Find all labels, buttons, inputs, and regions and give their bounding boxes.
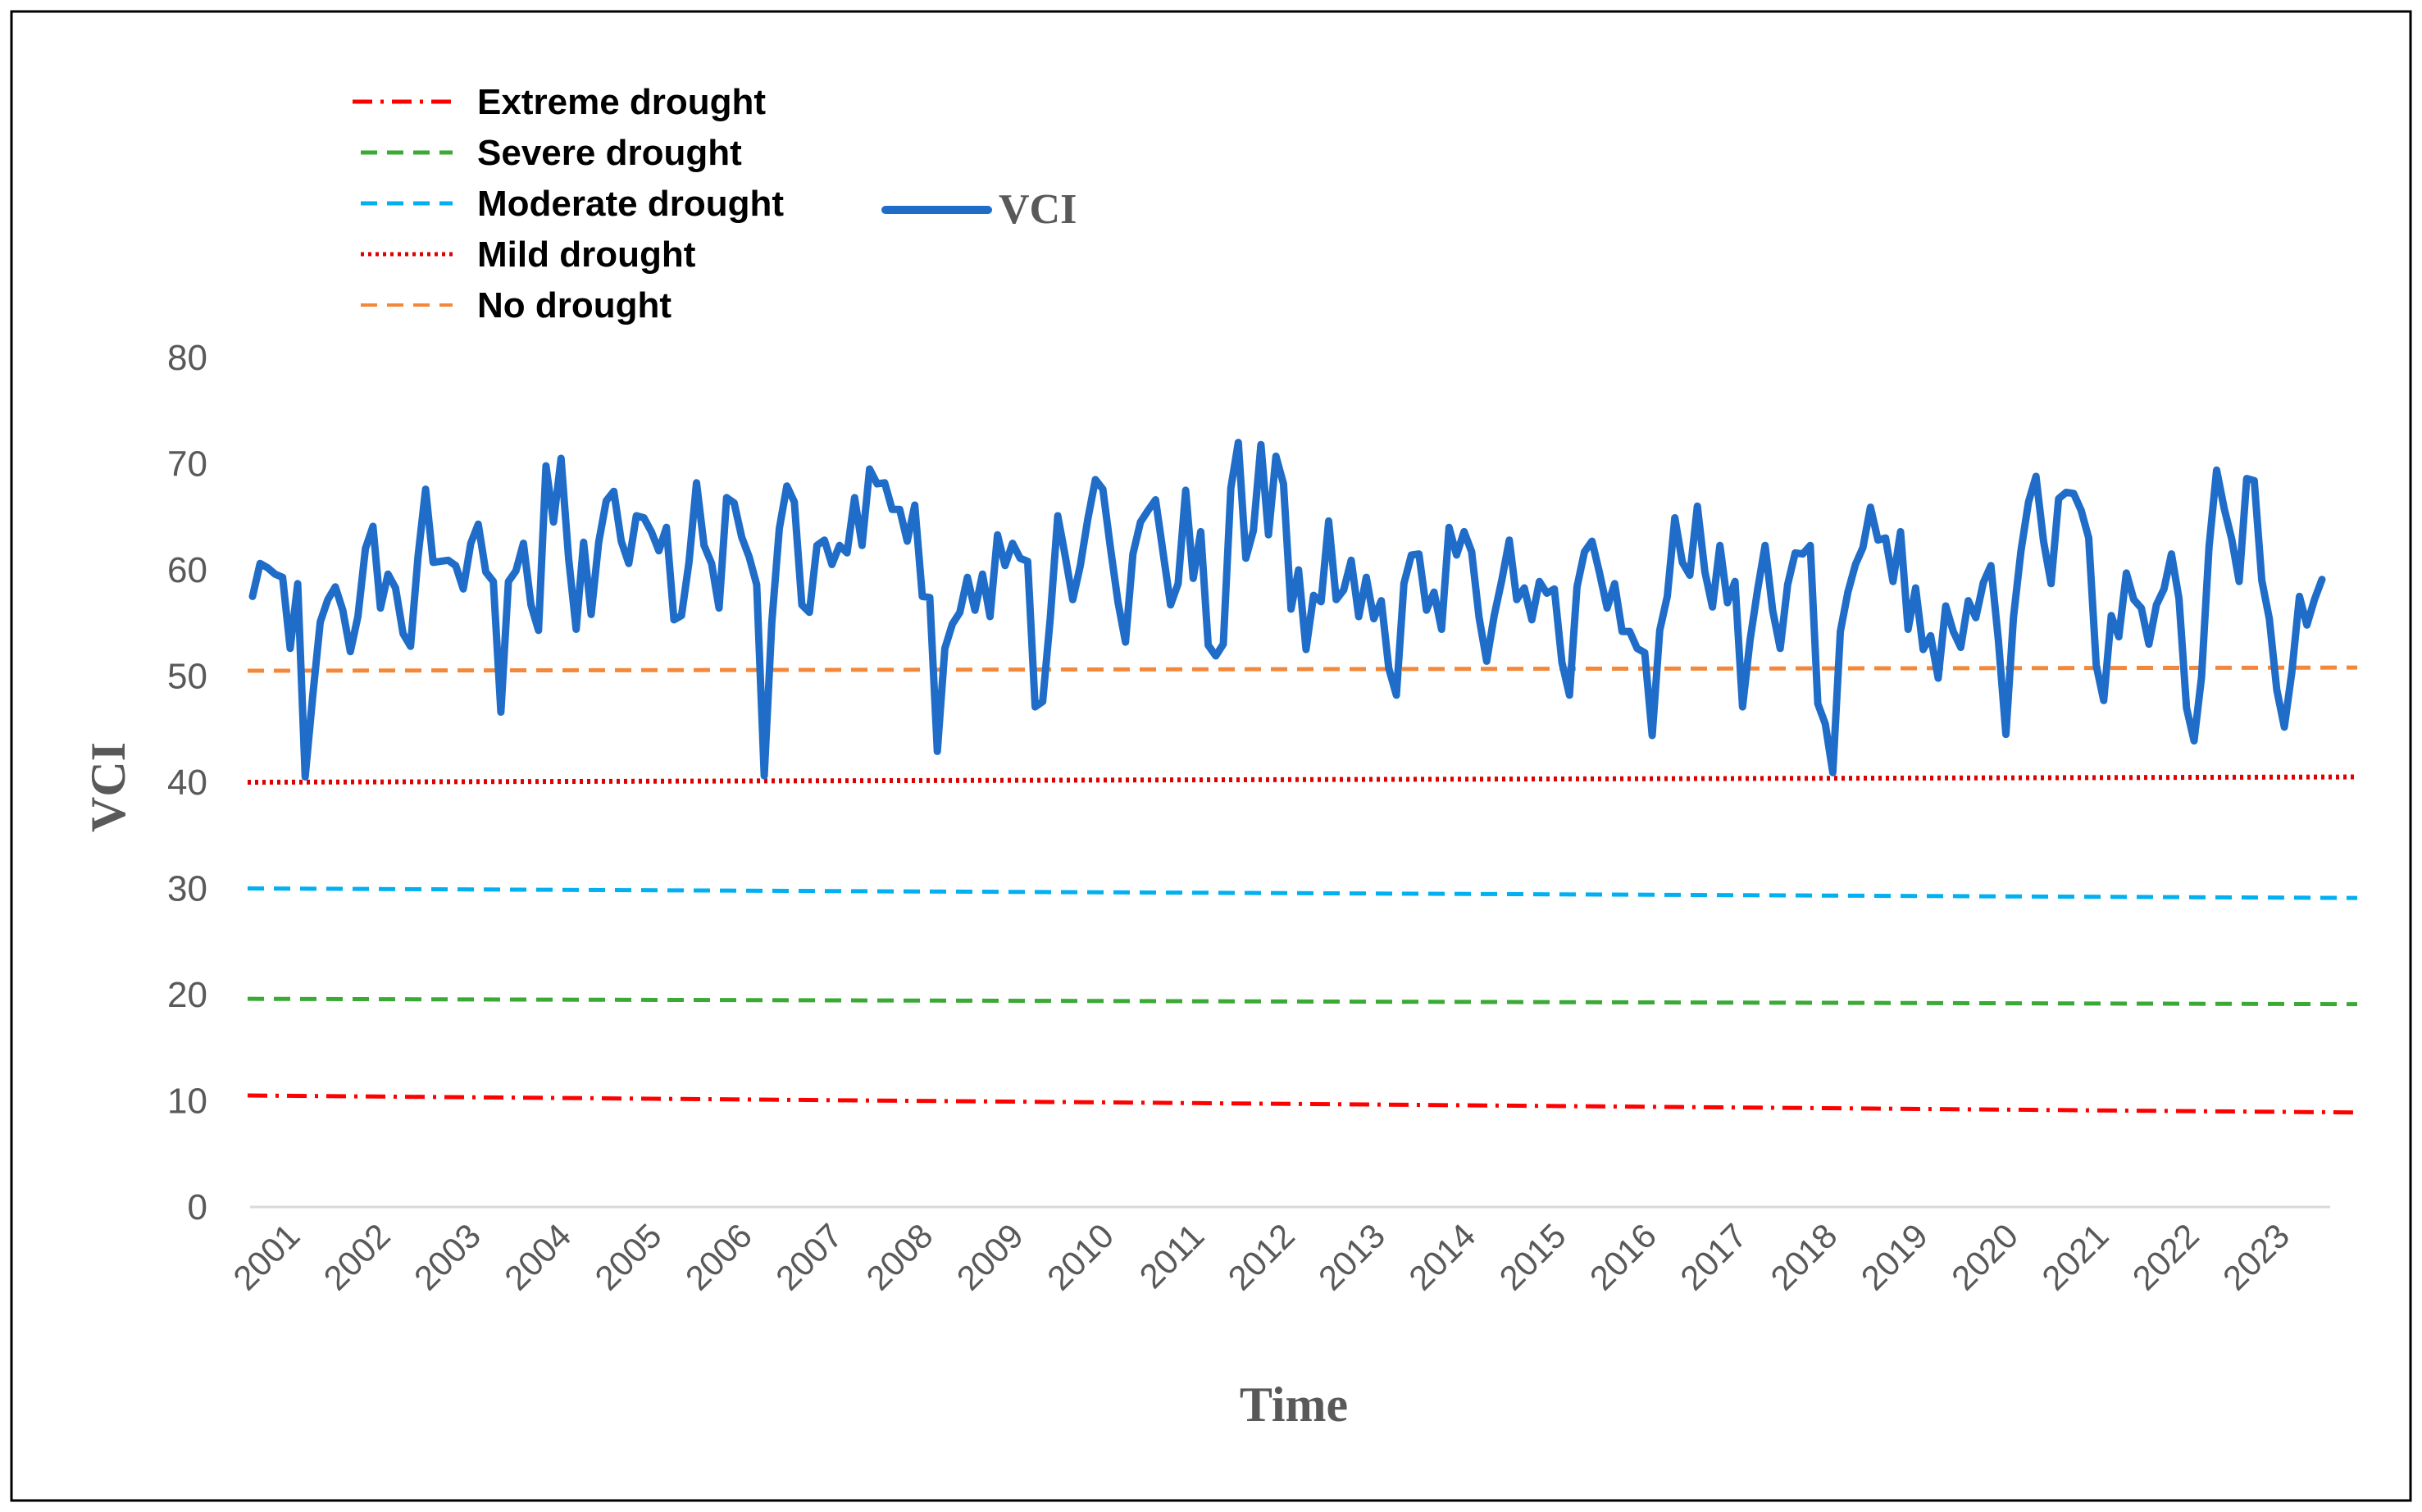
outer-frame [10,10,2412,1502]
threshold-line-mild-drought [247,774,2358,785]
legend-label-vci: VCI [999,186,1077,233]
legend-label-mild-drought: Mild drought [477,235,696,275]
threshold-lines [247,665,2358,1115]
legend-label-moderate-drought: Moderate drought [477,184,784,224]
legend-label-severe-drought: Severe drought [477,133,742,173]
y-tick-label-20: 20 [167,975,207,1015]
legend-label-no-drought: No drought [477,285,672,326]
y-tick-label-80: 80 [167,338,207,378]
y-tick-label-70: 70 [167,444,207,485]
legend-label-extreme-drought: Extreme drought [477,82,766,122]
y-tick-label-40: 40 [167,763,207,803]
threshold-line-no-drought [247,665,2358,673]
y-tick-label-60: 60 [167,550,207,590]
y-axis-title: VCI [81,742,135,832]
x-axis-title: Time [1240,1378,1348,1432]
threshold-line-severe-drought [247,996,2358,1007]
y-tick-label-0: 0 [188,1187,207,1227]
y-tick-label-10: 10 [167,1082,207,1122]
threshold-line-moderate-drought [247,886,2358,900]
legend: Extreme drought Severe drought Moderate … [353,82,1077,326]
y-tick-label-50: 50 [167,657,207,697]
vci-series-layer [248,439,2326,781]
y-tick-label-30: 30 [167,869,207,909]
y-tick-labels: 0 10 20 30 40 50 60 70 80 [167,338,207,1227]
series-line-vci [248,439,2326,781]
